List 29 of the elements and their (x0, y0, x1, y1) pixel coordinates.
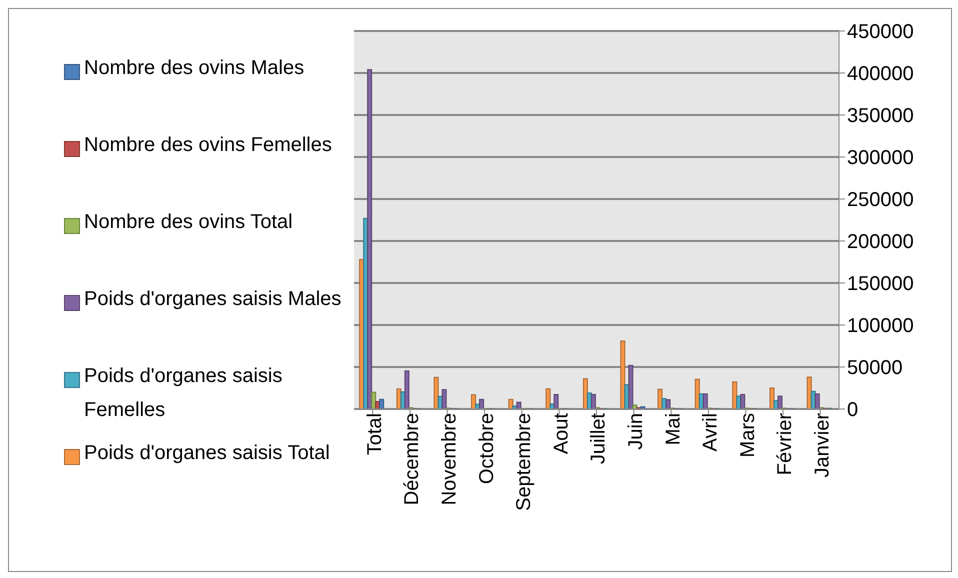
y-tick-label: 150000 (847, 273, 914, 296)
y-tick-label: 400000 (847, 63, 914, 86)
x-tick-label: Mai (662, 413, 684, 446)
legend-label: Nombre des ovins Total (84, 210, 293, 235)
x-tick-label: Janvier (812, 412, 834, 478)
y-tick-label: 450000 (847, 21, 914, 44)
y-tick-label: 50000 (847, 357, 903, 380)
legend-label: Poids d'organes saisis Total (84, 441, 330, 466)
x-tick-label: Octobre (476, 413, 498, 484)
x-tick-label: Septembre (513, 413, 536, 511)
legend-label: Nombre des ovins Femelles (84, 133, 332, 158)
y-tick-label: 0 (847, 399, 858, 422)
x-tick-label: Aout (550, 412, 572, 454)
x-tick-label: Décembre (401, 413, 424, 506)
x-tick-label: Juillet (588, 412, 610, 464)
y-tick-label: 100000 (847, 315, 914, 338)
y-tick-label: 350000 (847, 105, 914, 128)
y-tick-label: 300000 (847, 147, 914, 170)
x-tick-label: Juin (625, 413, 648, 450)
x-tick-label: Février (774, 412, 796, 476)
y-tick-label: 250000 (847, 189, 914, 212)
legend-label: Poids d'organes saisis Males (84, 287, 342, 312)
x-tick-label: Novembre (438, 413, 460, 506)
x-tick-label: Total (364, 413, 386, 456)
legend-label: Nombre des ovins Males (84, 56, 304, 81)
y-tick-label: 200000 (847, 231, 914, 254)
x-tick-label: Mars (736, 413, 759, 458)
x-tick-label: Avril (700, 413, 722, 452)
legend-label: Poids d'organes saisis Femelles (84, 364, 284, 423)
